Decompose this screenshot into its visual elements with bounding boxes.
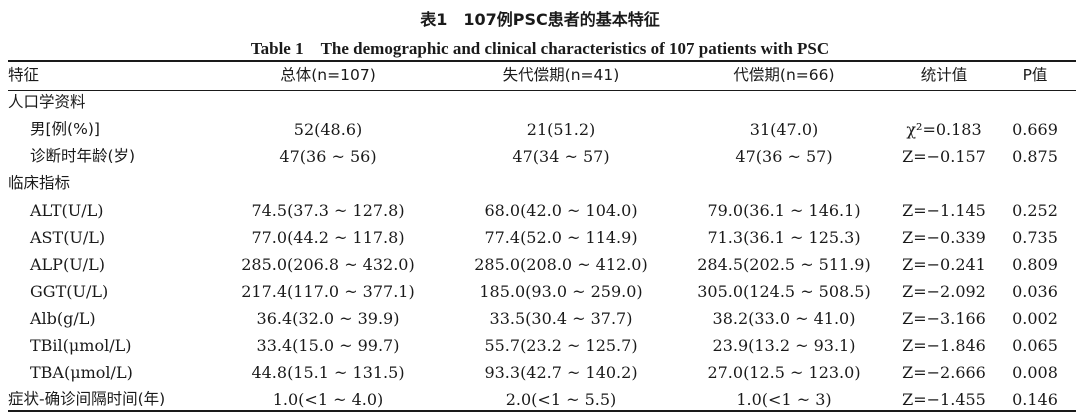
cell-decompensated: 55.7(23.2 ~ 125.7) — [484, 336, 638, 355]
row-label: 诊断时年龄(岁) — [30, 147, 136, 165]
row-label: TBil(μmol/L) — [30, 336, 132, 355]
cell-compensated: 23.9(13.2 ~ 93.1) — [712, 336, 856, 355]
header-rule — [8, 90, 1076, 91]
cell-statistic: Z=−0.157 — [902, 147, 986, 166]
row-label: 男[例(%)] — [30, 120, 100, 138]
table-row: GGT(U/L) 217.4(117.0 ~ 377.1) 185.0(93.0… — [8, 278, 1076, 305]
header-statistic: 统计值 — [920, 66, 968, 84]
cell-statistic: Z=−3.166 — [902, 309, 986, 328]
table-row: TBA(μmol/L) 44.8(15.1 ~ 131.5) 93.3(42.7… — [8, 359, 1076, 386]
cell-decompensated: 47(34 ~ 57) — [512, 147, 610, 166]
cell-p-value: 0.809 — [1012, 255, 1058, 274]
section-row: 临床指标 — [8, 170, 1076, 197]
table-row-interval: 症状-确诊间隔时间(年) 1.0(<1 ~ 4.0) 2.0(<1 ~ 5.5)… — [8, 386, 1076, 413]
table-row: Alb(g/L) 36.4(32.0 ~ 39.9) 33.5(30.4 ~ 3… — [8, 305, 1076, 332]
cell-decompensated: 77.4(52.0 ~ 114.9) — [484, 228, 638, 247]
row-label: GGT(U/L) — [30, 282, 109, 301]
cell-compensated: 31(47.0) — [749, 120, 819, 139]
cell-p-value: 0.002 — [1012, 309, 1058, 328]
section-row: 人口学资料 — [8, 89, 1076, 116]
cell-total: 217.4(117.0 ~ 377.1) — [241, 282, 415, 301]
table-row: TBil(μmol/L) 33.4(15.0 ~ 99.7) 55.7(23.2… — [8, 332, 1076, 359]
cell-statistic: Z=−1.455 — [902, 390, 986, 409]
table-caption-english: Table 1 The demographic and clinical cha… — [250, 39, 830, 58]
cell-decompensated: 21(51.2) — [526, 120, 596, 139]
table-caption-chinese: 表1 107例PSC患者的基本特征 — [420, 10, 660, 29]
section-label-clinical: 临床指标 — [8, 174, 71, 192]
cell-compensated: 27.0(12.5 ~ 123.0) — [707, 363, 861, 382]
cell-compensated: 1.0(<1 ~ 3) — [736, 390, 832, 409]
characteristics-table: 特征 总体(n=107) 失代偿期(n=41) 代偿期(n=66) 统计值 P值… — [8, 62, 1076, 413]
bottom-rule — [8, 410, 1076, 412]
row-label: ALT(U/L) — [30, 201, 104, 220]
table-row: ALT(U/L) 74.5(37.3 ~ 127.8) 68.0(42.0 ~ … — [8, 197, 1076, 224]
table-row: 男[例(%)] 52(48.6) 21(51.2) 31(47.0) χ²=0.… — [8, 116, 1076, 143]
cell-statistic: χ²=0.183 — [906, 120, 982, 139]
header-p-value: P值 — [1022, 66, 1048, 84]
cell-p-value: 0.036 — [1012, 282, 1058, 301]
cell-decompensated: 93.3(42.7 ~ 140.2) — [484, 363, 638, 382]
cell-p-value: 0.252 — [1012, 201, 1058, 220]
row-label: TBA(μmol/L) — [30, 363, 133, 382]
row-label: Alb(g/L) — [30, 309, 96, 328]
row-label: 症状-确诊间隔时间(年) — [8, 390, 166, 408]
cell-compensated: 305.0(124.5 ~ 508.5) — [697, 282, 871, 301]
cell-decompensated: 2.0(<1 ~ 5.5) — [505, 390, 617, 409]
header-compensated: 代偿期(n=66) — [733, 66, 835, 84]
cell-total: 33.4(15.0 ~ 99.7) — [256, 336, 400, 355]
table-row: 诊断时年龄(岁) 47(36 ~ 56) 47(34 ~ 57) 47(36 ~… — [8, 143, 1076, 170]
table-row: AST(U/L) 77.0(44.2 ~ 117.8) 77.4(52.0 ~ … — [8, 224, 1076, 251]
cell-statistic: Z=−0.241 — [902, 255, 986, 274]
top-rule — [8, 60, 1076, 62]
cell-compensated: 38.2(33.0 ~ 41.0) — [712, 309, 856, 328]
table-header-row: 特征 总体(n=107) 失代偿期(n=41) 代偿期(n=66) 统计值 P值 — [8, 62, 1076, 89]
header-total: 总体(n=107) — [280, 66, 376, 84]
cell-statistic: Z=−1.846 — [902, 336, 986, 355]
cell-statistic: Z=−0.339 — [902, 228, 986, 247]
cell-p-value: 0.008 — [1012, 363, 1058, 382]
cell-p-value: 0.146 — [1012, 390, 1058, 409]
cell-total: 1.0(<1 ~ 4.0) — [272, 390, 384, 409]
cell-total: 77.0(44.2 ~ 117.8) — [251, 228, 405, 247]
cell-decompensated: 33.5(30.4 ~ 37.7) — [489, 309, 633, 328]
table-row: ALP(U/L) 285.0(206.8 ~ 432.0) 285.0(208.… — [8, 251, 1076, 278]
cell-p-value: 0.735 — [1012, 228, 1058, 247]
cell-decompensated: 285.0(208.0 ~ 412.0) — [474, 255, 648, 274]
cell-total: 285.0(206.8 ~ 432.0) — [241, 255, 415, 274]
row-label: ALP(U/L) — [30, 255, 105, 274]
header-feature: 特征 — [8, 66, 40, 84]
cell-p-value: 0.065 — [1012, 336, 1058, 355]
cell-statistic: Z=−2.666 — [902, 363, 986, 382]
cell-p-value: 0.875 — [1012, 147, 1058, 166]
cell-decompensated: 68.0(42.0 ~ 104.0) — [484, 201, 638, 220]
cell-total: 52(48.6) — [293, 120, 363, 139]
cell-statistic: Z=−2.092 — [902, 282, 986, 301]
cell-compensated: 71.3(36.1 ~ 125.3) — [707, 228, 861, 247]
header-decompensated: 失代偿期(n=41) — [502, 66, 620, 84]
cell-decompensated: 185.0(93.0 ~ 259.0) — [479, 282, 643, 301]
cell-total: 47(36 ~ 56) — [279, 147, 377, 166]
row-label: AST(U/L) — [30, 228, 106, 247]
cell-total: 74.5(37.3 ~ 127.8) — [251, 201, 405, 220]
cell-compensated: 47(36 ~ 57) — [735, 147, 833, 166]
cell-compensated: 79.0(36.1 ~ 146.1) — [707, 201, 861, 220]
cell-statistic: Z=−1.145 — [902, 201, 986, 220]
cell-p-value: 0.669 — [1012, 120, 1058, 139]
cell-total: 44.8(15.1 ~ 131.5) — [251, 363, 405, 382]
cell-total: 36.4(32.0 ~ 39.9) — [256, 309, 400, 328]
cell-compensated: 284.5(202.5 ~ 511.9) — [697, 255, 871, 274]
section-label-demographics: 人口学资料 — [8, 93, 86, 111]
